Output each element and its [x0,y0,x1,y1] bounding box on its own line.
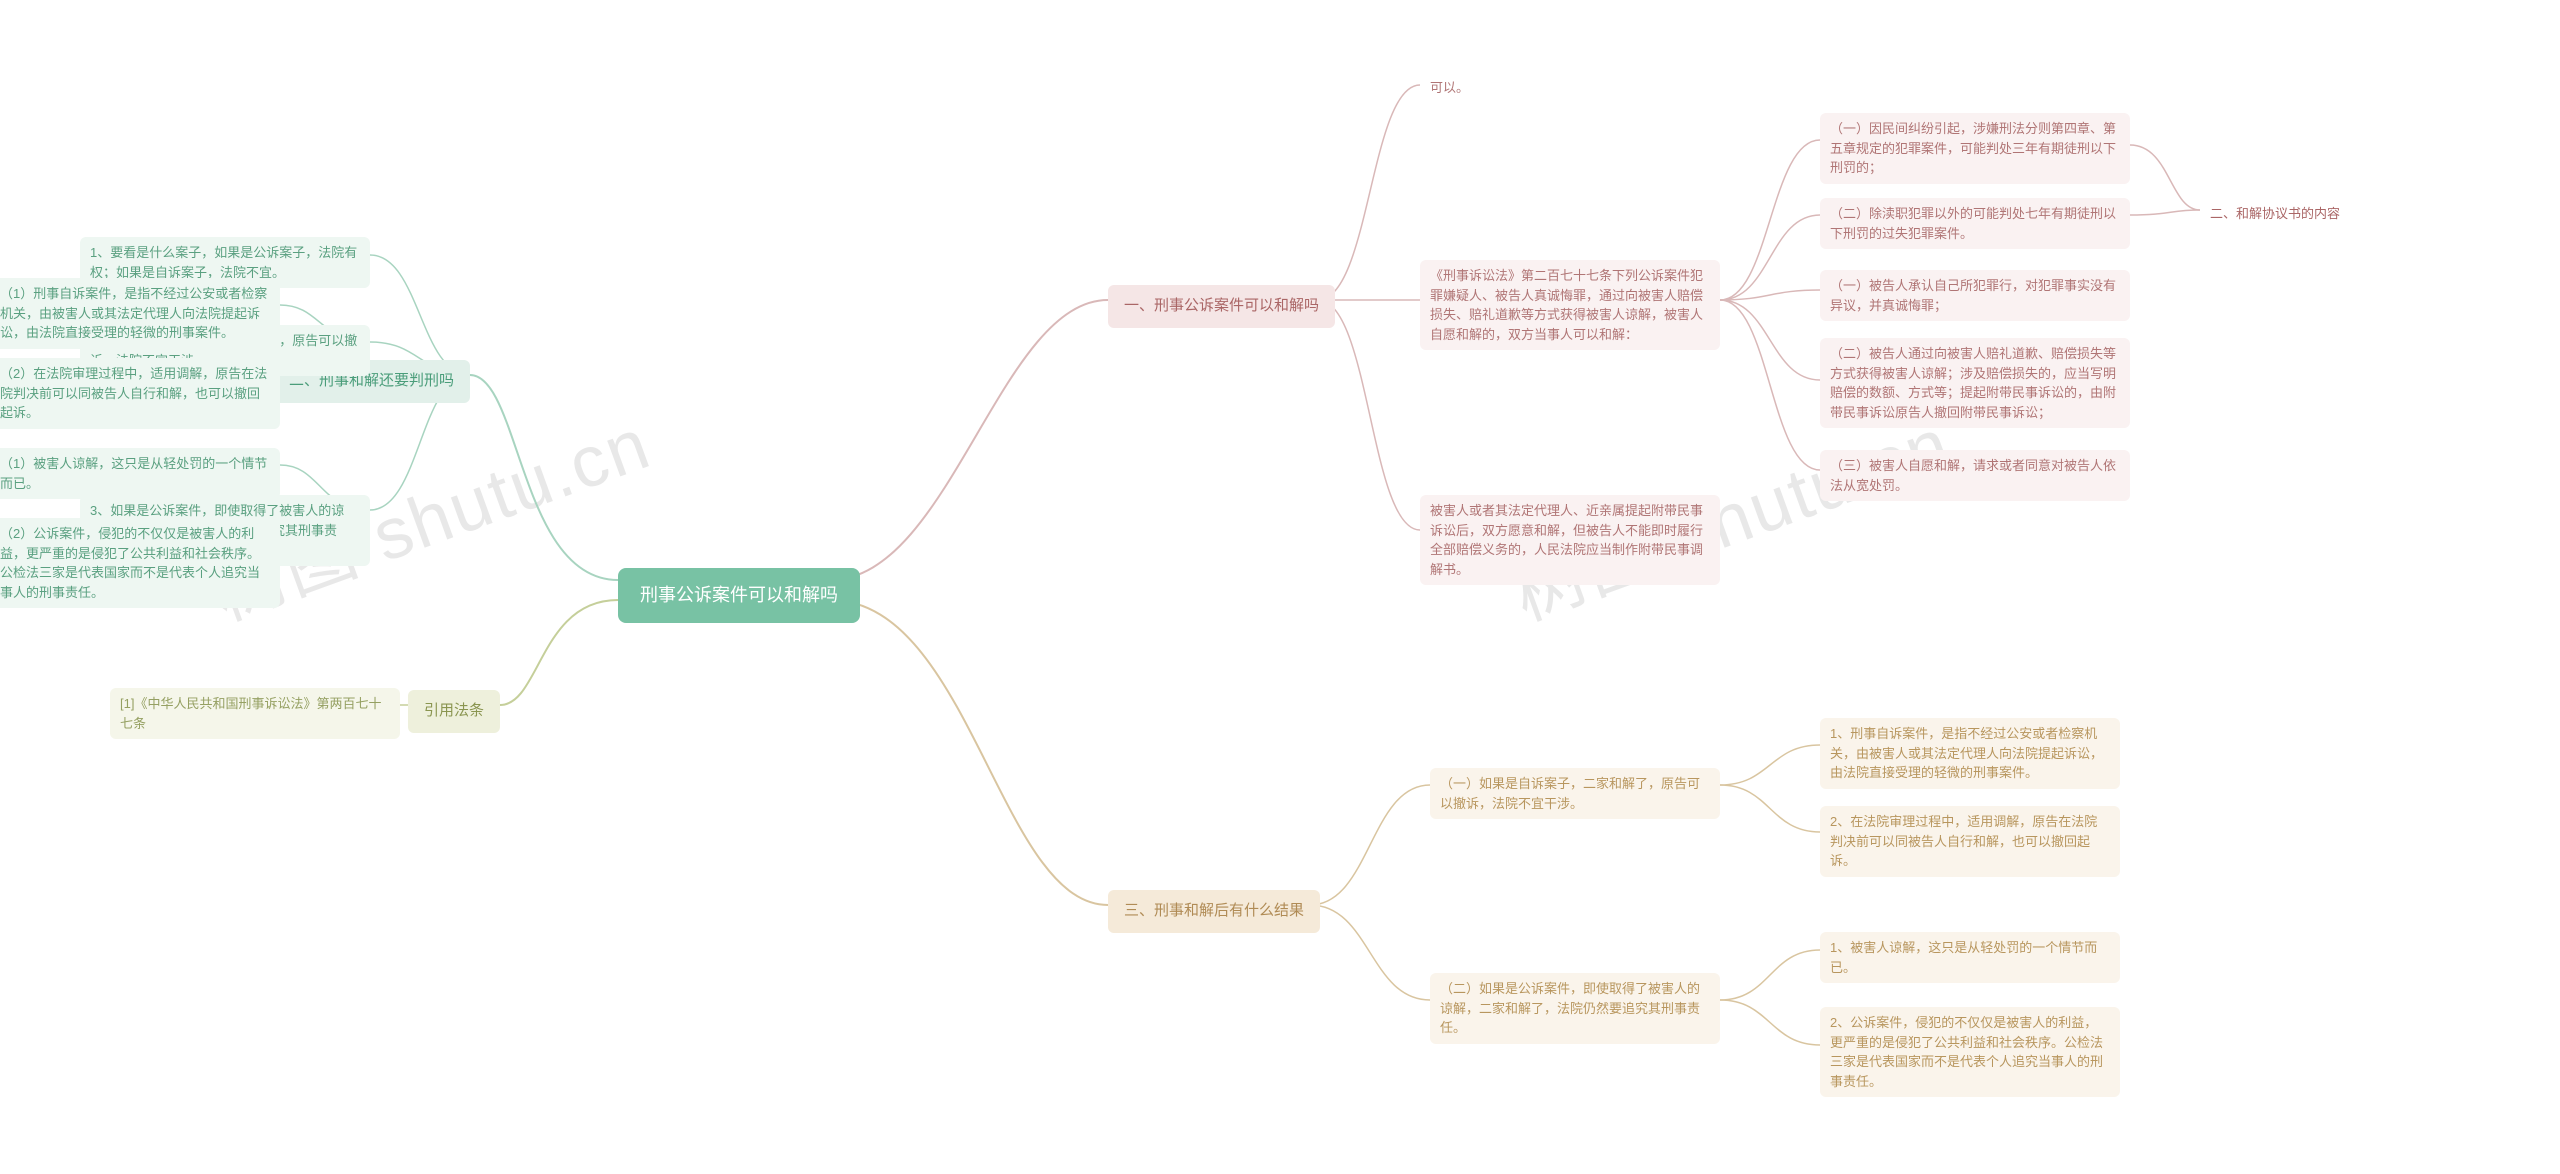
b1-n3: 被害人或者其法定代理人、近亲属提起附带民事诉讼后，双方愿意和解，但被告人不能即时… [1420,495,1720,585]
b3-n1: （一）如果是自诉案子，二家和解了，原告可以撤诉，法院不宜干涉。 [1430,768,1720,819]
branch-4[interactable]: 引用法条 [408,690,500,733]
b1-n2b: （二）除渎职犯罪以外的可能判处七年有期徒刑以下刑罚的过失犯罪案件。 [1820,198,2130,249]
b1-n2e: （三）被害人自愿和解，请求或者同意对被告人依法从宽处罚。 [1820,450,2130,501]
b3-n2a: 1、被害人谅解，这只是从轻处罚的一个情节而已。 [1820,932,2120,983]
b3-n1b: 2、在法院审理过程中，适用调解，原告在法院判决前可以同被告人自行和解，也可以撤回… [1820,806,2120,877]
b2-n3a: （1）被害人谅解，这只是从轻处罚的一个情节而已。 [0,448,280,499]
b1-n1: 可以。 [1420,72,1479,104]
b3-n2: （二）如果是公诉案件，即使取得了被害人的谅解，二家和解了，法院仍然要追究其刑事责… [1430,973,1720,1044]
b3-n2b: 2、公诉案件，侵犯的不仅仅是被害人的利益，更严重的是侵犯了公共利益和社会秩序。公… [1820,1007,2120,1097]
b1-extra: 二、和解协议书的内容 [2200,198,2350,230]
b1-n2d: （二）被告人通过向被害人赔礼道歉、赔偿损失等方式获得被害人谅解；涉及赔偿损失的，… [1820,338,2130,428]
b1-n2c: （一）被告人承认自己所犯罪行，对犯罪事实没有异议，并真诚悔罪； [1820,270,2130,321]
b1-n2: 《刑事诉讼法》第二百七十七条下列公诉案件犯罪嫌疑人、被告人真诚悔罪，通过向被害人… [1420,260,1720,350]
b1-n2a: （一）因民间纠纷引起，涉嫌刑法分则第四章、第五章规定的犯罪案件，可能判处三年有期… [1820,113,2130,184]
center-node[interactable]: 刑事公诉案件可以和解吗 [618,568,860,623]
b2-n3b: （2）公诉案件，侵犯的不仅仅是被害人的利益，更严重的是侵犯了公共利益和社会秩序。… [0,518,280,608]
branch-1[interactable]: 一、刑事公诉案件可以和解吗 [1108,285,1335,328]
branch-3[interactable]: 三、刑事和解后有什么结果 [1108,890,1320,933]
b3-n1a: 1、刑事自诉案件，是指不经过公安或者检察机关，由被害人或其法定代理人向法院提起诉… [1820,718,2120,789]
b2-n2a: （1）刑事自诉案件，是指不经过公安或者检察机关，由被害人或其法定代理人向法院提起… [0,278,280,349]
b2-n2b: （2）在法院审理过程中，适用调解，原告在法院判决前可以同被告人自行和解，也可以撤… [0,358,280,429]
b4-n1: [1]《中华人民共和国刑事诉讼法》第两百七十七条 [110,688,400,739]
connector-lines [0,0,2560,1174]
